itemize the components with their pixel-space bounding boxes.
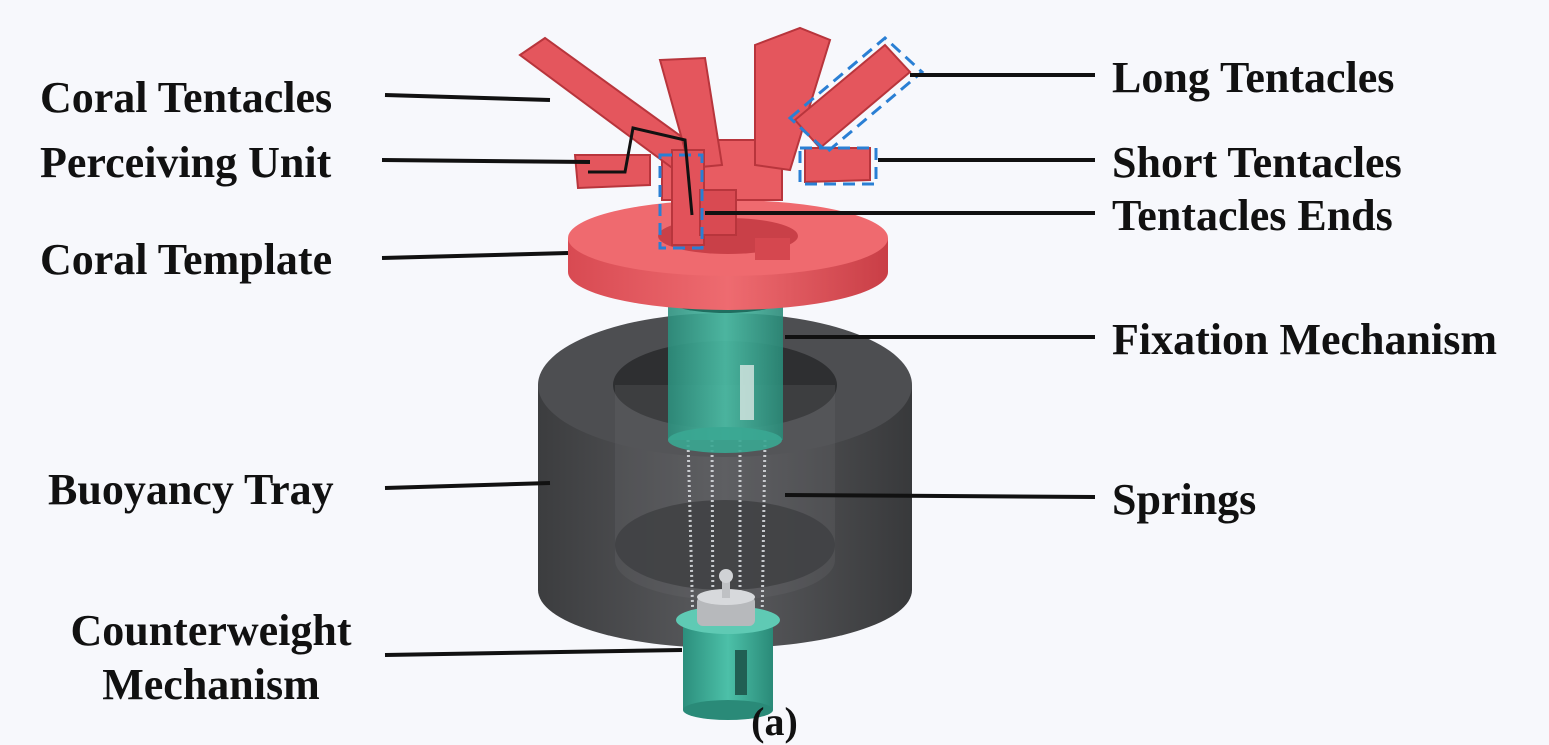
springs-shape — [686, 439, 767, 626]
label-counterweight-line2: Mechanism — [102, 659, 320, 709]
label-counterweight-mechanism: Counterweight Mechanism — [52, 604, 370, 711]
coral-tentacles-shape — [518, 26, 912, 246]
highlight-boxes — [658, 36, 925, 250]
label-counterweight-line1: Counterweight — [70, 606, 352, 655]
label-coral-template: Coral Template — [40, 235, 333, 284]
perceiving-unit-outline — [588, 126, 694, 216]
label-tentacles-ends: Tentacles Ends — [1112, 191, 1393, 240]
label-fixation-mechanism: Fixation Mechanism — [1112, 315, 1497, 364]
fixation-mechanism-shape — [668, 287, 783, 453]
label-coral-tentacles: Coral Tentacles — [40, 73, 333, 122]
counterweight-mechanism-shape — [676, 569, 780, 720]
label-short-tentacles: Short Tentacles — [1112, 138, 1402, 187]
leader-lines — [381, 73, 1096, 657]
label-springs: Springs — [1112, 475, 1257, 524]
figure-caption: (a) — [751, 699, 798, 744]
label-long-tentacles: Long Tentacles — [1112, 53, 1395, 102]
label-perceiving-unit: Perceiving Unit — [40, 138, 332, 187]
label-buoyancy-tray: Buoyancy Tray — [48, 465, 334, 514]
